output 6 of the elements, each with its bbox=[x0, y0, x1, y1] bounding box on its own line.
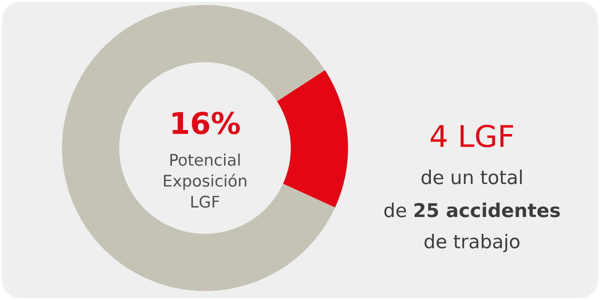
text: 4 LGF bbox=[430, 124, 513, 148]
text: Potencial Exposición LGF bbox=[164, 154, 246, 208]
text: 16% bbox=[172, 112, 240, 134]
text: de un total bbox=[422, 170, 522, 184]
text: de trabajo bbox=[424, 234, 520, 252]
text: de 25 accidentes bbox=[384, 202, 560, 218]
